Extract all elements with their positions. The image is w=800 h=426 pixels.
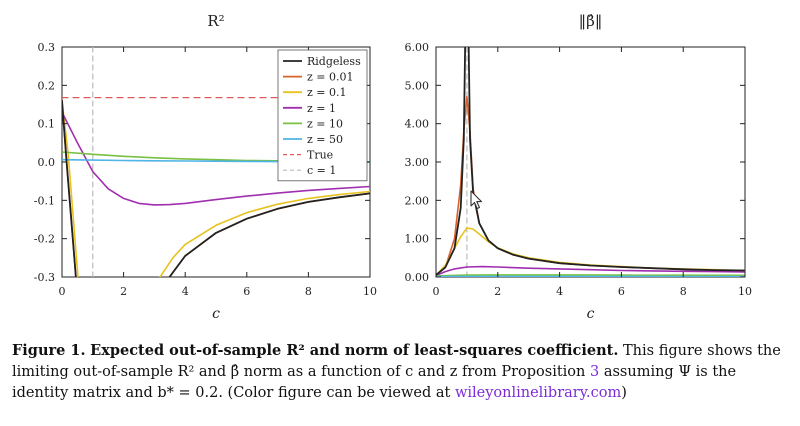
legend-box [277,49,368,182]
beta-norm-y-tick-label: 4.00 [405,118,430,131]
beta-norm-y-axis: 6.00 5.00 4.00 3.00 2.00 1.00 0.00 [405,41,745,284]
r2-y-axis: 0.3 0.2 0.1 0.0 -0.1 -0.2 -0.3 [34,41,370,284]
r2-series-z-0-1 [159,190,370,277]
caption-end: ) [621,385,627,401]
caption-heading: Expected out-of-sample R² and norm of le… [90,342,619,359]
r2-x-tick-label: 6 [243,285,250,298]
caption-text: This figure shows the limiting out-of-sa… [12,343,781,380]
beta-norm-panel: ‖β̂‖ 6.00 5.00 4.00 3.00 2.00 1.00 0.00 0 2 4 6 8 1… [405,12,753,322]
r2-x-tick-label: 4 [182,285,189,298]
r2-y-tick-label: 0.3 [38,41,56,54]
r2-y-tick-label: 0.1 [38,118,56,131]
figure-caption: Figure 1. Expected out-of-sample R² and … [12,340,788,404]
r2-y-tick-label: 0.2 [38,79,56,92]
r2-x-axis: 0 2 4 6 8 10 [59,47,377,298]
legend-label-z-1: z = 1 [307,102,336,115]
beta-norm-y-tick-label: 5.00 [405,79,430,92]
r2-series-z-1 [62,111,370,206]
beta-norm-plot-frame [435,46,746,278]
mouse-pointer-icon [470,190,483,210]
beta-norm-x-tick-label: 0 [433,285,440,298]
beta-norm-x-tick-label: 4 [556,285,563,298]
legend-label-z-50: z = 50 [307,133,343,146]
legend: Ridgeless z = 0.01 z = 0.1 z = 1 z = 10 z = 5… [277,49,368,182]
legend-label-z-10: z = 10 [307,117,343,130]
r2-x-tick-label: 2 [120,285,127,298]
r2-series-z-0-1 [62,99,79,277]
beta-norm-x-tick-label: 10 [738,285,752,298]
legend-label-c-1: c = 1 [307,164,336,177]
r2-series-ridgeless [168,192,370,277]
r2-series-ridgeless [62,99,77,277]
wiley-online-library-link[interactable]: wileyonlinelibrary.com [454,385,622,401]
beta-norm-y-tick-label: 1.00 [405,233,430,246]
caption-text-2: assuming Ψ is the identity matrix and b*… [12,364,737,401]
beta-norm-series-z-1 [436,265,745,277]
beta-norm-y-tick-label: 6.00 [405,41,430,54]
beta-norm-series-z-0-1 [436,227,745,276]
proposition-link[interactable]: 3 [590,364,600,380]
beta-norm-x-tick-label: 8 [680,285,687,298]
beta-norm-x-axis-label: c [587,306,595,322]
legend-label-z-0-01: z = 0.01 [307,71,354,84]
beta-norm-series-z-0-01 [436,96,745,276]
r2-x-tick-label: 8 [305,285,312,298]
r2-y-tick-label: -0.2 [34,233,55,246]
r2-y-tick-label: -0.1 [34,194,55,207]
r2-panel: R² 0.3 0.2 0.1 0.0 -0.1 -0.2 -0.3 0 2 4 6 8 10 c Ri… [34,12,377,322]
r2-y-tick-label: 0.0 [38,156,56,169]
legend-label-z-0-1: z = 0.1 [307,86,347,99]
beta-norm-x-tick-label: 6 [618,285,625,298]
legend-label-ridgeless: Ridgeless [307,55,361,68]
r2-x-tick-label: 0 [59,285,66,298]
caption-label: Figure 1. [12,342,86,359]
beta-norm-chart-title: ‖β̂‖ [579,12,603,30]
r2-y-tick-label: -0.3 [34,271,55,284]
r2-x-axis-label: c [212,306,220,322]
beta-norm-x-tick-label: 2 [494,285,501,298]
beta-norm-x-axis: 0 2 4 6 8 10 [433,47,752,298]
beta-norm-series-ridgeless [436,47,745,277]
legend-label-true: True [307,149,333,162]
beta-norm-y-tick-label: 0.00 [405,271,430,284]
figure: R² 0.3 0.2 0.1 0.0 -0.1 -0.2 -0.3 0 2 4 6 8 10 c Ri… [34,12,753,322]
r2-x-tick-label: 10 [363,285,377,298]
r2-chart-title: R² [207,12,224,30]
beta-norm-y-tick-label: 3.00 [405,156,430,169]
beta-norm-y-tick-label: 2.00 [405,194,430,207]
